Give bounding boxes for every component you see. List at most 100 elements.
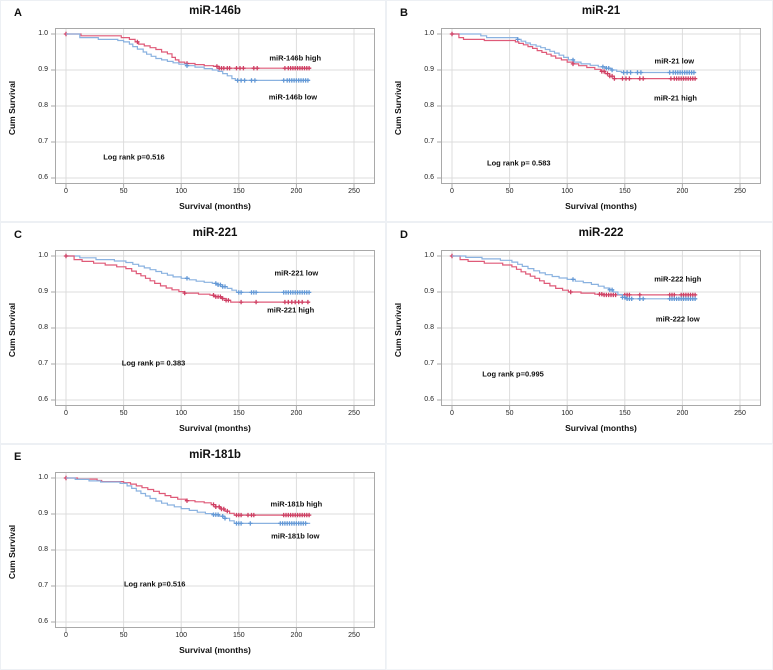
censor-marks-high [63,253,311,305]
x-tick-label: 200 [290,410,303,417]
y-tick-label: 0.8 [38,323,48,331]
x-tick-label: 200 [290,632,303,639]
x-tick-label: 250 [348,632,360,639]
survival-curve-high [452,33,697,80]
x-tick-label: 100 [561,410,574,417]
plot-area [51,28,377,190]
curve-label-high: miR-181b high [270,499,323,509]
y-tick-label: 0.9 [38,65,48,73]
x-axis-title: Survival (months) [565,201,637,211]
censor-marks-low [515,37,697,75]
curve-label-low: miR-181b low [271,531,320,541]
y-tick-label: 0.7 [38,359,48,367]
km-plot-svg [51,250,375,410]
plot-area [51,472,377,634]
panel-c-mir-221: C miR-221 Cum Survival Survival (months)… [0,222,386,444]
x-tick-label: 100 [175,188,188,195]
x-tick-label: 0 [64,632,68,639]
chart-title: miR-222 [578,227,624,239]
x-tick-label: 0 [64,188,68,195]
panel-a-mir-146b: A miR-146b Cum Survival Survival (months… [0,0,386,222]
censor-marks-low [184,63,311,83]
x-tick-label: 250 [734,188,746,195]
survival-curve-low [66,33,311,81]
curve-label-low: miR-221 low [274,268,319,278]
y-tick-label: 0.9 [424,65,434,73]
x-tick-label: 150 [618,410,631,417]
curve-label-high: miR-146b high [269,53,322,63]
x-tick-label: 0 [450,188,454,195]
x-tick-label: 100 [175,410,188,417]
x-tick-label: 50 [119,632,128,639]
y-tick-label: 0.6 [38,617,48,625]
empty-cell [386,444,773,670]
log-rank-p-value: Log rank p=0.995 [482,369,544,379]
curve-label-high: miR-221 high [267,305,315,315]
x-tick-label: 200 [676,188,689,195]
x-tick-label: 100 [561,188,574,195]
x-tick-label: 250 [348,188,360,195]
x-tick-label: 150 [232,632,245,639]
log-rank-p-value: Log rank p=0.516 [103,152,165,162]
x-tick-label: 50 [119,188,128,195]
plot-area [437,28,763,190]
x-tick-label: 0 [64,410,68,417]
log-rank-p-value: Log rank p= 0.383 [121,358,186,368]
panel-letter: B [400,7,408,19]
x-tick-label: 250 [348,410,360,417]
log-rank-p-value: Log rank p= 0.583 [487,158,551,168]
survival-curve-high [66,33,311,69]
y-tick-label: 0.9 [424,287,434,295]
chart-title: miR-146b [189,5,241,17]
censor-marks-low [184,276,312,295]
chart-title: miR-21 [581,5,621,17]
panel-letter: A [14,7,22,19]
panel-letter: D [400,229,408,241]
curve-label-low: miR-21 low [654,56,695,66]
panel-letter: E [14,451,22,463]
y-tick-label: 0.7 [38,137,48,145]
x-tick-label: 250 [734,410,746,417]
y-tick-label: 0.7 [38,581,48,589]
y-tick-label: 0.7 [424,137,434,145]
panel-letter: C [14,229,22,241]
y-tick-label: 0.8 [38,545,48,553]
y-tick-label: 0.9 [38,509,48,517]
y-tick-label: 1.0 [38,29,48,37]
x-tick-label: 150 [232,410,245,417]
y-tick-label: 0.9 [38,287,48,295]
y-tick-label: 0.8 [424,323,434,331]
log-rank-p-value: Log rank p=0.516 [123,579,186,589]
curve-label-low: miR-222 low [655,314,700,324]
y-axis-title: Cum Survival [7,524,17,580]
panel-e-mir-181b: E miR-181b Cum Survival Survival (months… [0,444,386,670]
km-plot-svg [51,472,375,632]
survival-curve-high [452,255,697,296]
panel-b-mir-21: B miR-21 Cum Survival Survival (months) … [386,0,773,222]
censor-marks-high [449,31,698,81]
x-axis-title: Survival (months) [565,423,637,433]
km-plot-svg [437,250,761,410]
y-tick-label: 1.0 [38,251,48,259]
y-tick-label: 0.8 [38,101,48,109]
x-axis-title: Survival (months) [179,423,251,433]
y-axis-title: Cum Survival [7,302,17,358]
x-tick-label: 150 [618,188,631,195]
x-tick-label: 50 [505,188,514,195]
chart-title: miR-181b [189,449,241,461]
curve-label-high: miR-222 high [654,274,702,284]
km-plot-svg [437,28,761,188]
x-axis-title: Survival (months) [179,201,251,211]
x-tick-label: 0 [450,410,454,417]
y-tick-label: 0.6 [424,395,434,403]
chart-title: miR-221 [192,227,238,239]
censor-marks-low [570,277,698,301]
y-axis-title: Cum Survival [393,80,403,136]
km-plot-svg [51,28,375,188]
plot-area [51,250,377,412]
curve-label-low: miR-146b low [268,92,318,102]
x-tick-label: 150 [232,188,245,195]
y-tick-label: 1.0 [424,251,434,259]
x-tick-label: 100 [175,632,188,639]
